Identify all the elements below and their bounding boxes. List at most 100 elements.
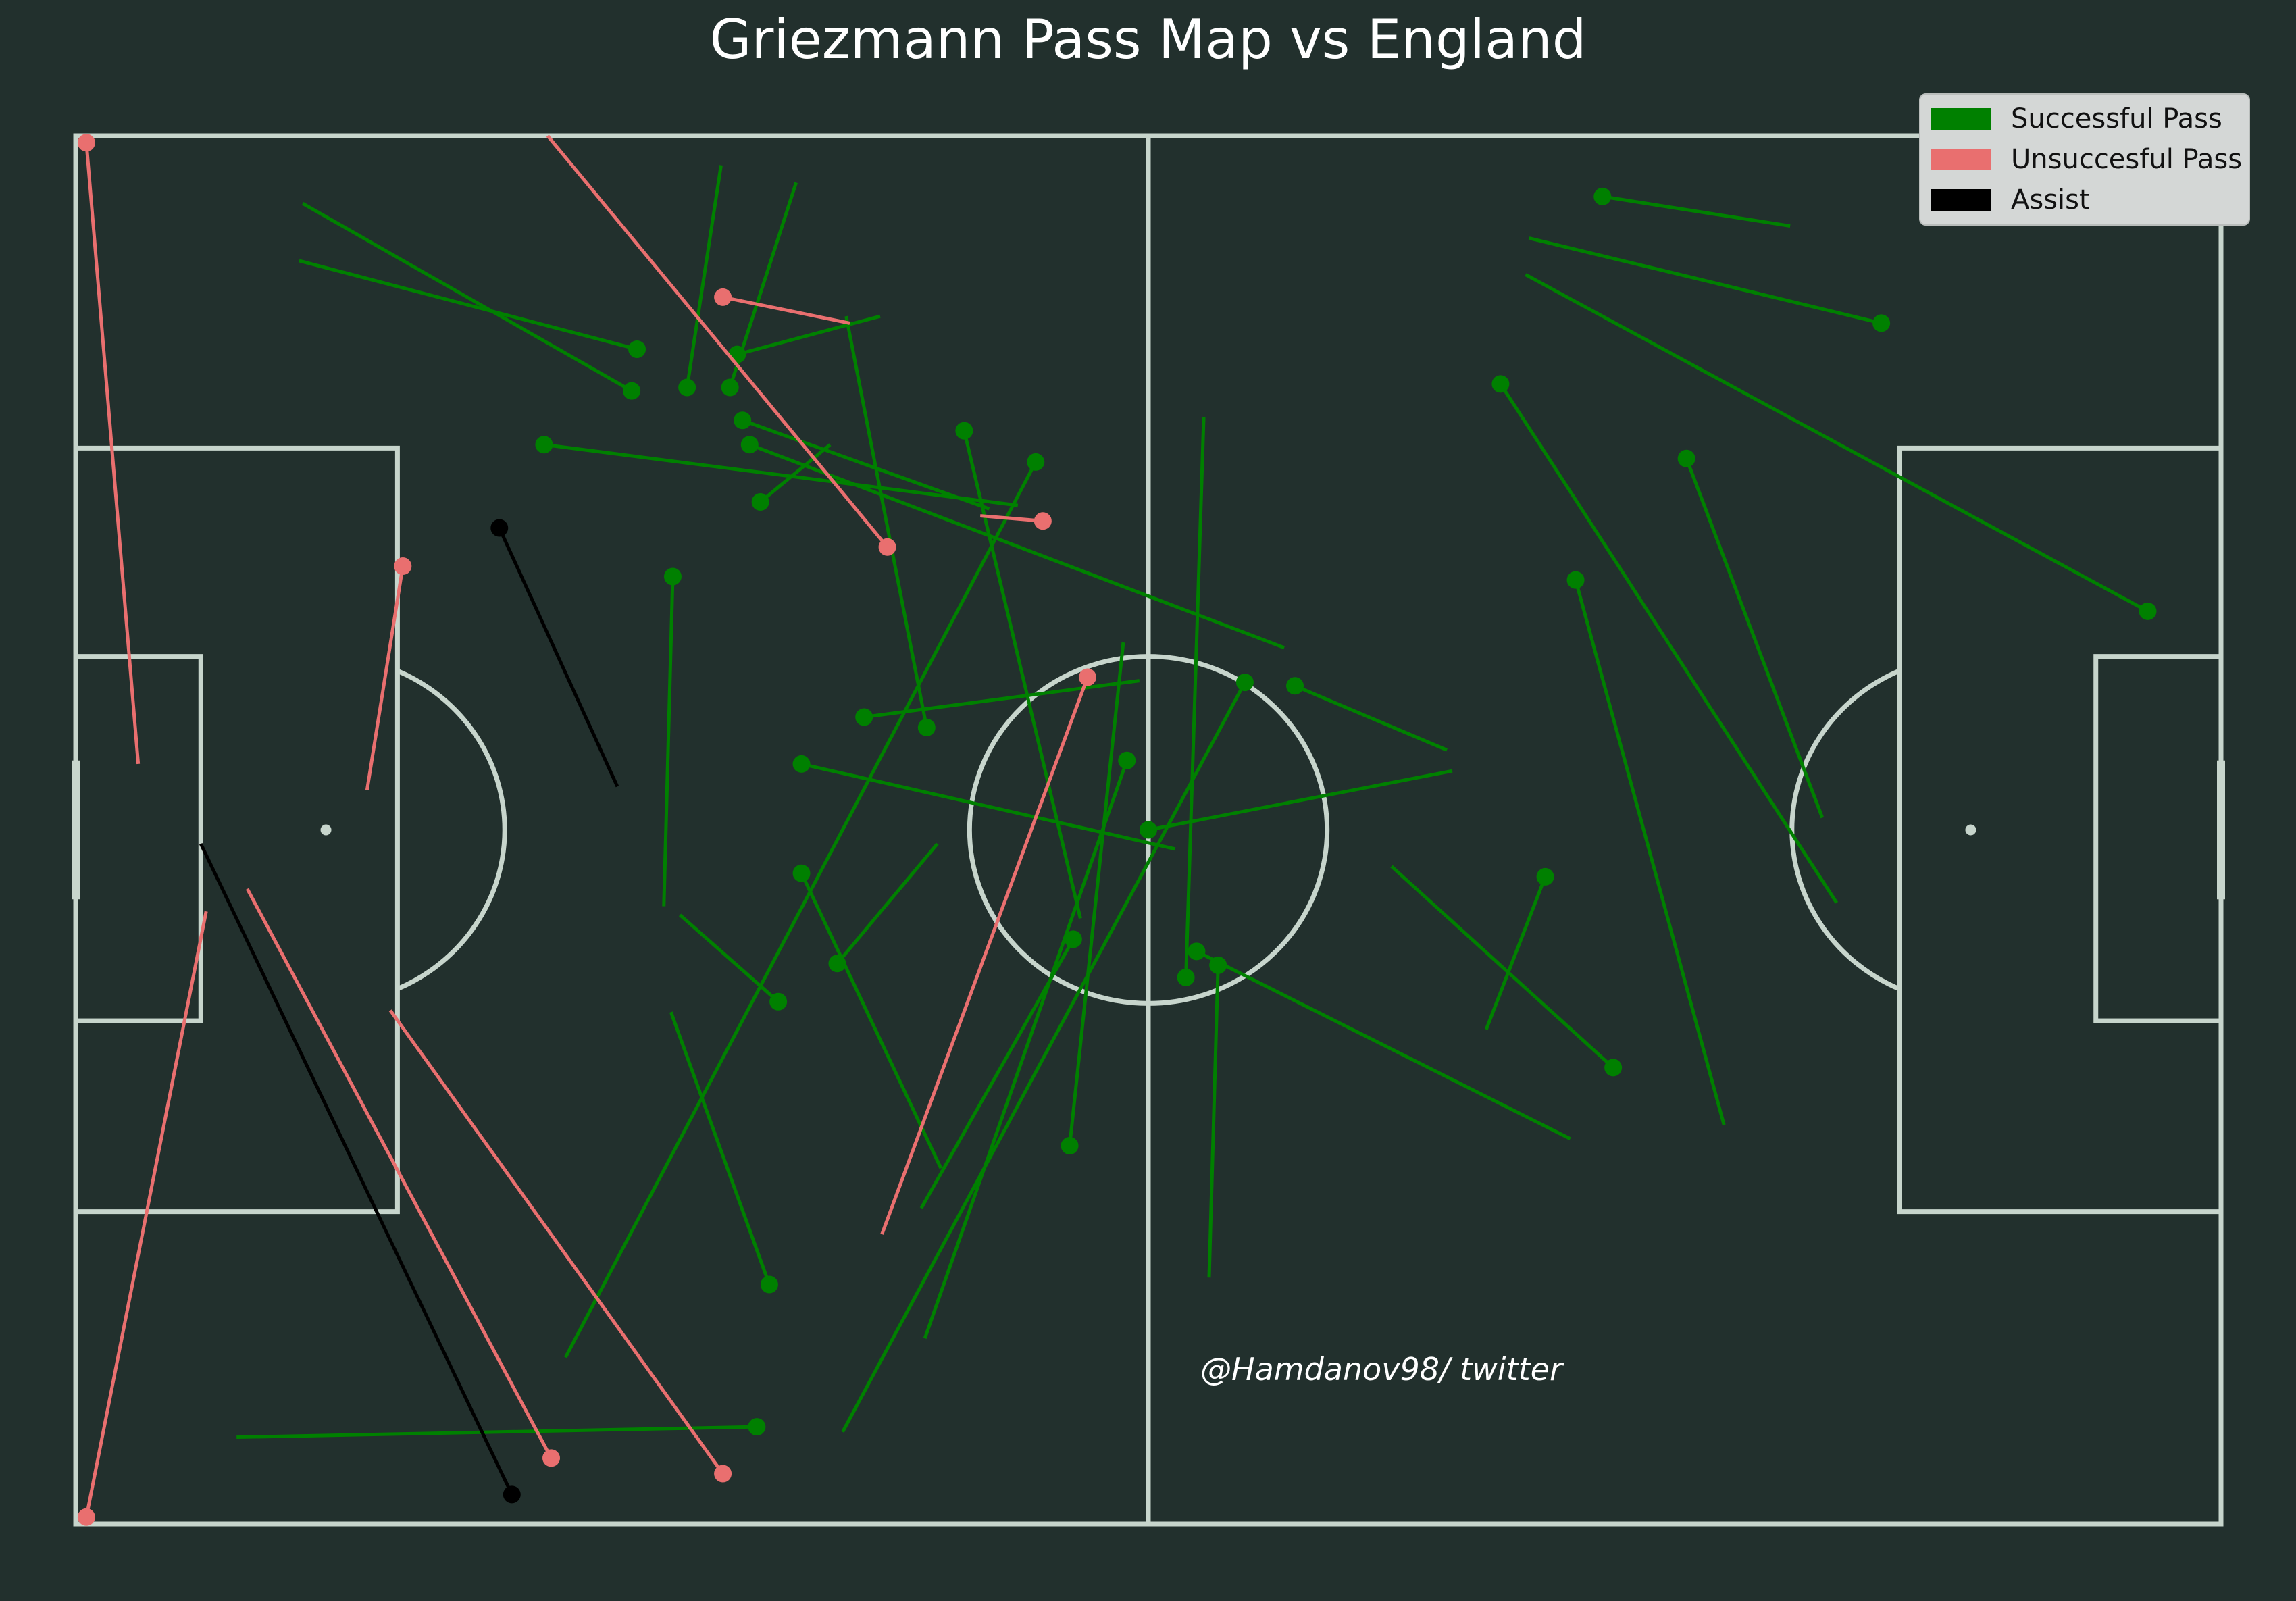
pass-origin-unsuccessful-4 [1034, 512, 1052, 530]
pass-origin-successful-11 [1027, 453, 1045, 471]
pass-line-successful-9 [962, 430, 1082, 919]
pass-line-successful-16 [836, 842, 939, 965]
chart-title: Griezmann Pass Map vs England [709, 8, 1587, 71]
pass-origin-successful-24 [1140, 821, 1157, 839]
pass-origin-successful-13 [855, 708, 873, 726]
pass-origin-assist-1 [503, 1485, 521, 1504]
right-six-yard-box [2093, 654, 2224, 1023]
pass-origin-successful-0 [628, 340, 646, 358]
pass-origin-successful-2 [678, 378, 696, 397]
pass-origin-successful-19 [748, 1418, 766, 1436]
pass-origin-successful-12 [663, 567, 682, 586]
right-penalty-arc [1789, 668, 1900, 992]
left-penalty-spot [320, 824, 332, 836]
pass-origin-successful-8 [751, 493, 769, 511]
pass-line-successful-34 [1602, 195, 1791, 228]
pass-line-successful-30 [1390, 865, 1614, 1069]
pass-line-unsuccessful-1 [365, 565, 405, 790]
pass-origin-successful-14 [792, 755, 811, 773]
pass-origin-successful-7 [740, 436, 759, 454]
pass-origin-unsuccessful-2 [878, 538, 896, 556]
legend-label-assist: Assist [2011, 184, 2090, 215]
pass-origin-successful-35 [1872, 314, 1891, 332]
pass-origin-successful-18 [760, 1275, 778, 1294]
legend: Successful Pass Unsuccesful Pass Assist [1919, 93, 2250, 226]
pass-origin-successful-4 [728, 345, 746, 363]
pass-line-successful-19 [236, 1425, 757, 1440]
pass-line-successful-12 [662, 576, 675, 907]
pass-origin-successful-20 [1064, 930, 1082, 948]
pass-origin-unsuccessful-0 [77, 134, 95, 152]
credit-text: @Hamdanov98/ twitter [1200, 1351, 1562, 1388]
pass-line-successful-31 [1574, 579, 1726, 1125]
pass-line-successful-11 [563, 461, 1038, 1358]
pass-line-successful-35 [1529, 236, 1882, 325]
pass-line-unsuccessful-8 [84, 911, 208, 1518]
pass-line-unsuccessful-0 [84, 143, 141, 765]
pass-line-unsuccessful-7 [388, 1009, 725, 1475]
pass-line-successful-13 [863, 679, 1140, 719]
pass-origin-successful-15 [792, 864, 811, 882]
legend-item-successful: Successful Pass [1931, 103, 2222, 134]
pass-line-successful-36 [1525, 273, 2149, 613]
legend-item-unsuccessful: Unsuccesful Pass [1931, 144, 2243, 175]
pass-line-assist-0 [497, 527, 619, 788]
pass-line-successful-21 [923, 759, 1129, 1339]
pass-origin-successful-34 [1593, 187, 1612, 205]
pass-origin-successful-30 [1604, 1059, 1623, 1077]
legend-swatch-unsuccessful [1931, 149, 1991, 170]
pass-line-successful-22 [1068, 642, 1125, 1146]
pass-line-unsuccessful-4 [980, 514, 1044, 523]
pass-line-successful-27 [1196, 950, 1571, 1140]
left-goal [72, 760, 80, 900]
pass-line-unsuccessful-3 [722, 295, 850, 325]
pass-line-successful-6 [742, 418, 990, 511]
pass-line-successful-26 [1207, 965, 1220, 1278]
pass-line-successful-24 [1148, 769, 1453, 832]
pass-origin-successful-25 [1177, 968, 1195, 986]
pass-origin-assist-0 [490, 519, 509, 537]
right-penalty-spot [1965, 824, 1976, 836]
pass-line-successful-1 [301, 202, 633, 392]
pass-line-unsuccessful-2 [546, 134, 889, 549]
legend-swatch-successful [1931, 108, 1991, 130]
pass-line-successful-17 [678, 913, 780, 1003]
pass-origin-successful-31 [1566, 571, 1585, 589]
pass-origin-successful-23 [1235, 674, 1254, 692]
pass-line-successful-8 [759, 443, 832, 503]
pass-line-successful-29 [1484, 875, 1547, 1030]
pass-origin-unsuccessful-5 [1079, 668, 1097, 686]
pass-origin-successful-1 [623, 382, 641, 400]
pitch-markings [72, 133, 2225, 1527]
pass-line-unsuccessful-5 [880, 676, 1090, 1235]
pass-line-successful-25 [1184, 417, 1206, 977]
legend-label-unsuccessful: Unsuccesful Pass [2011, 144, 2243, 175]
pass-line-successful-28 [1294, 684, 1448, 752]
pass-origin-successful-5 [535, 436, 553, 454]
pass-origin-successful-21 [1118, 751, 1136, 769]
pass-origin-successful-33 [1491, 375, 1510, 393]
pass-origin-unsuccessful-1 [394, 557, 412, 576]
centre-circle [967, 654, 1330, 1006]
legend-swatch-assist [1931, 189, 1991, 211]
pass-origin-successful-6 [734, 411, 752, 430]
pass-line-successful-14 [800, 762, 1176, 851]
pass-origin-successful-32 [1677, 449, 1695, 467]
pass-line-successful-10 [844, 315, 929, 728]
legend-label-successful: Successful Pass [2011, 103, 2222, 134]
pass-line-unsuccessful-6 [245, 888, 553, 1459]
pass-line-successful-32 [1685, 457, 1825, 819]
left-penalty-arc [397, 668, 507, 992]
pass-line-assist-1 [199, 842, 514, 1496]
pass-origin-successful-28 [1286, 677, 1304, 695]
pass-origin-unsuccessful-3 [714, 288, 732, 306]
pass-line-successful-7 [748, 442, 1285, 650]
pass-origin-successful-16 [828, 955, 846, 973]
pass-line-successful-23 [841, 681, 1247, 1433]
pass-layer [77, 134, 2157, 1526]
pass-line-successful-15 [800, 872, 943, 1169]
pass-origin-successful-29 [1536, 867, 1554, 886]
pass-origin-successful-22 [1061, 1137, 1079, 1155]
